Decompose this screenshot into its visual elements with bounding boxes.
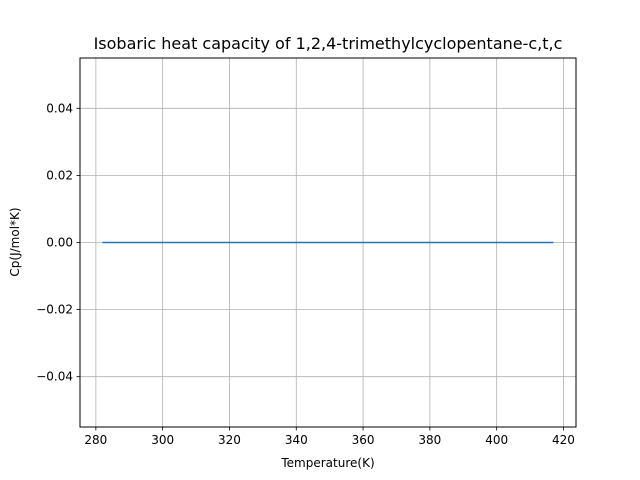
y-tick-label: −0.02 — [36, 303, 73, 317]
x-tick-label: 280 — [84, 433, 107, 447]
y-axis-label: Cp(J/mol*K) — [8, 207, 22, 276]
x-tick-label: 380 — [418, 433, 441, 447]
y-tick-label: −0.04 — [36, 370, 73, 384]
x-axis-ticks: 280 300 320 340 360 380 400 420 — [84, 427, 575, 447]
x-axis-label: Temperature(K) — [280, 456, 374, 470]
y-axis-ticks: −0.04 −0.02 0.00 0.02 0.04 — [36, 101, 80, 384]
x-tick-label: 360 — [352, 433, 375, 447]
x-tick-label: 400 — [485, 433, 508, 447]
chart-title: Isobaric heat capacity of 1,2,4-trimethy… — [94, 34, 563, 53]
y-tick-label: 0.00 — [46, 236, 73, 250]
y-tick-label: 0.02 — [46, 168, 73, 182]
x-tick-label: 340 — [285, 433, 308, 447]
x-tick-label: 420 — [552, 433, 575, 447]
x-tick-label: 300 — [151, 433, 174, 447]
x-tick-label: 320 — [218, 433, 241, 447]
y-tick-label: 0.04 — [46, 101, 73, 115]
